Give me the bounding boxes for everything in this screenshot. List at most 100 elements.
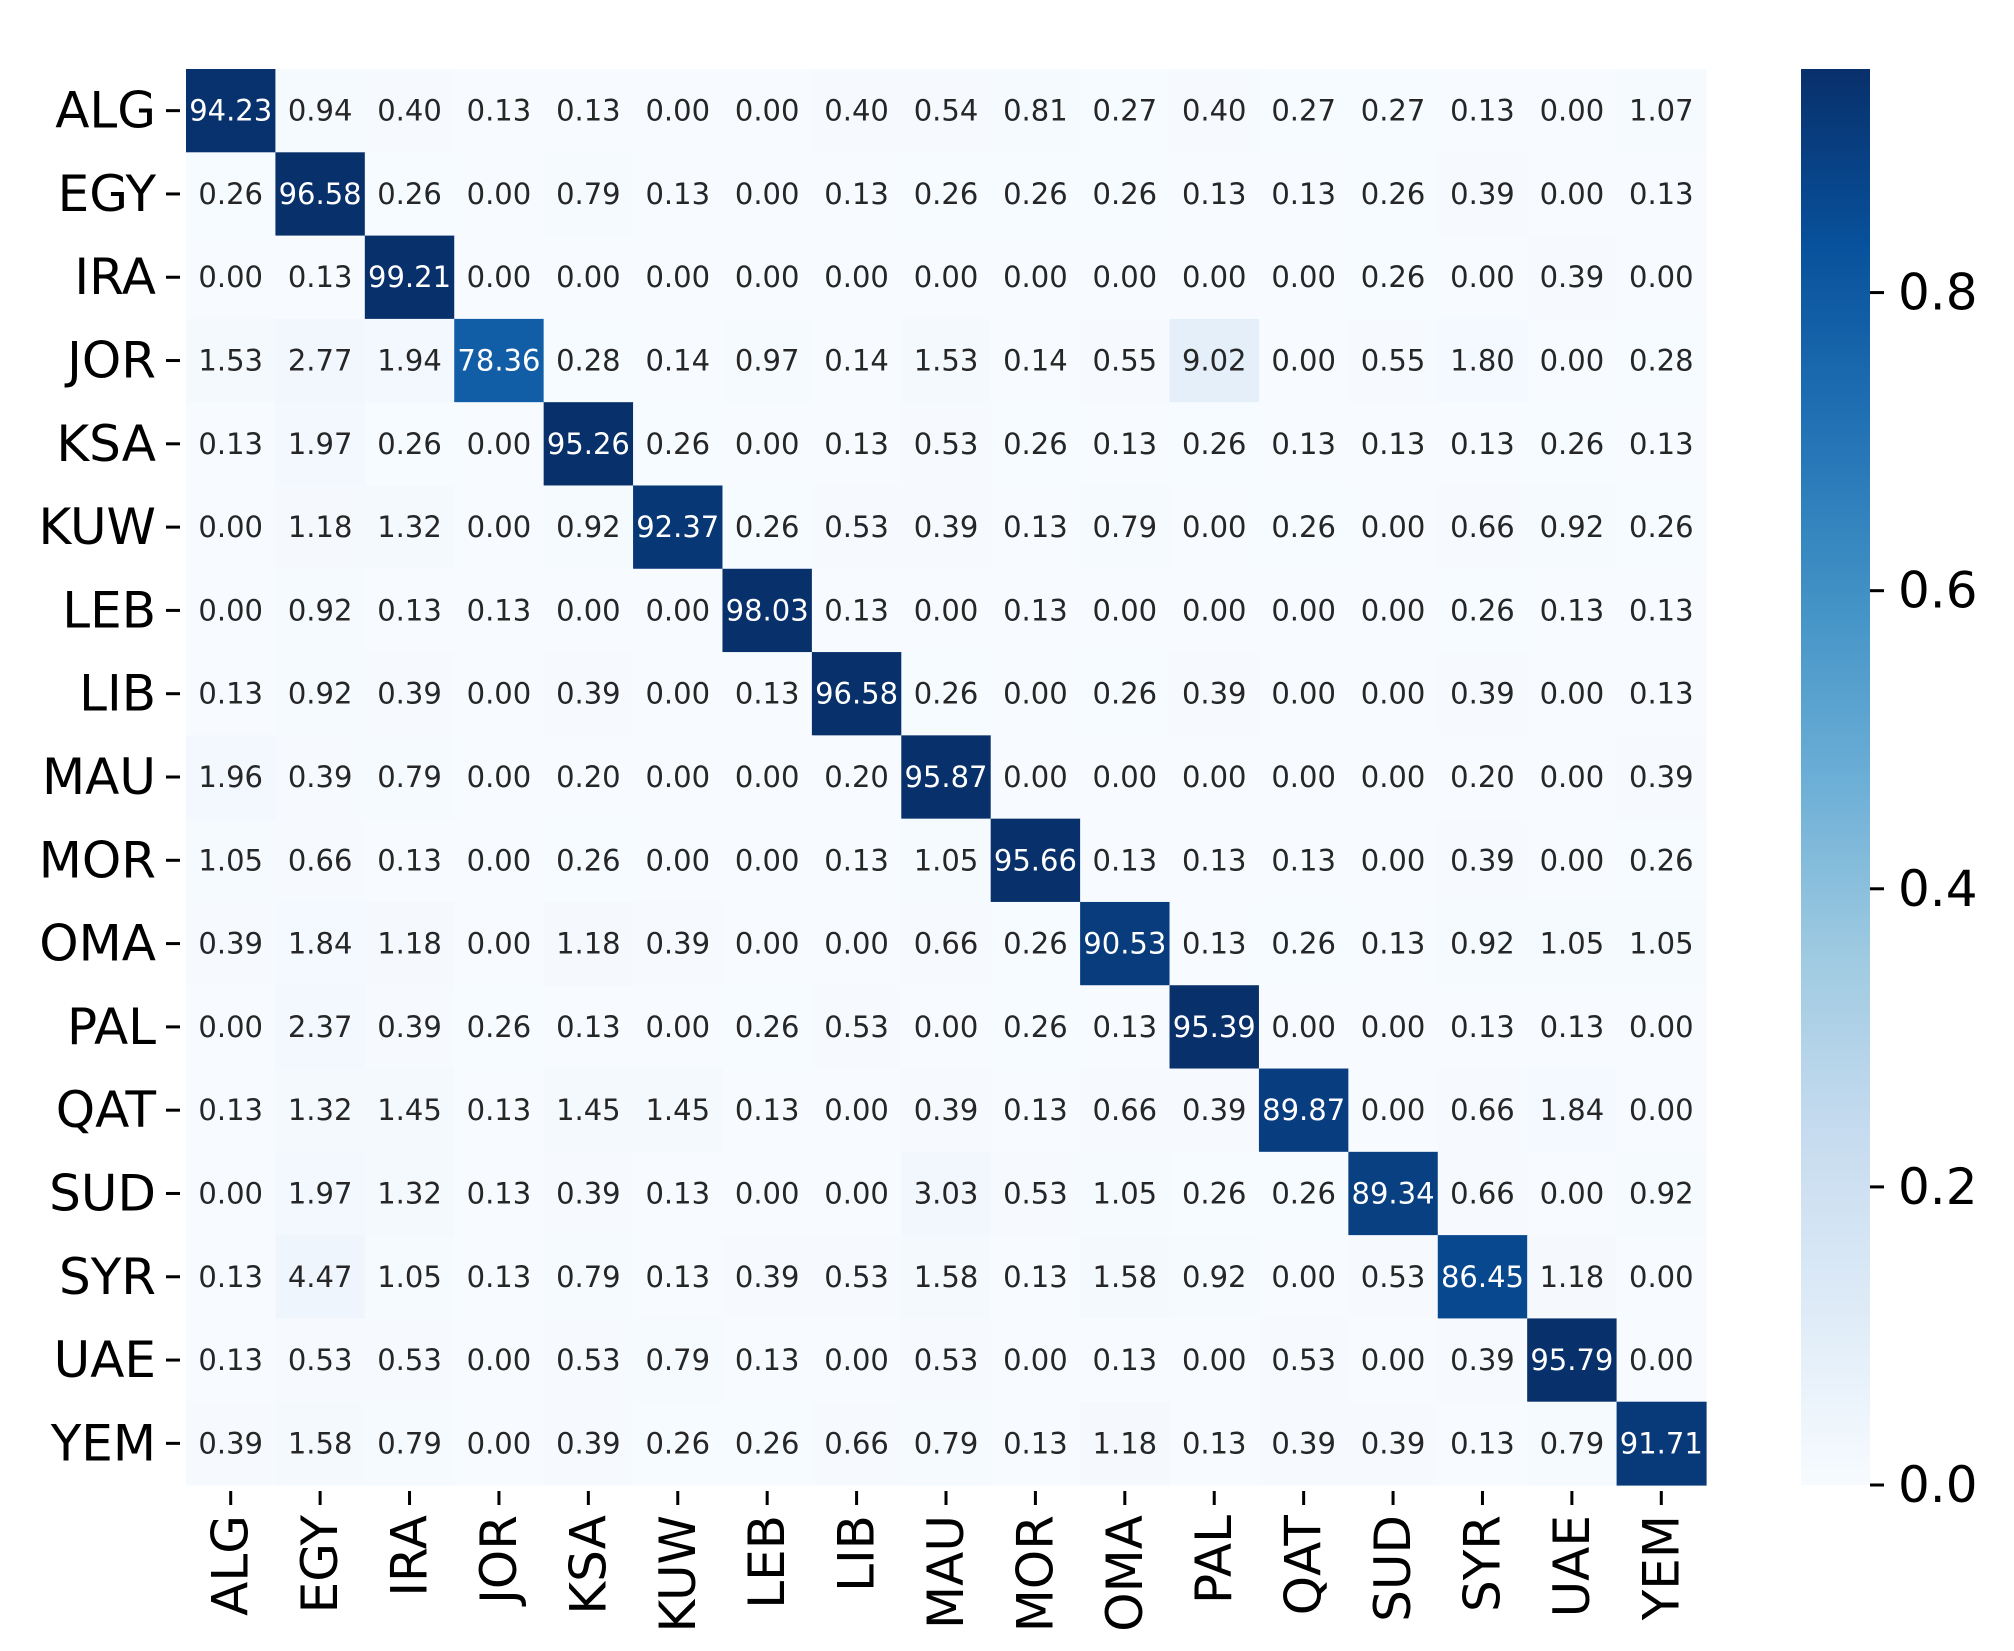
colorbar-tick-label: 0.0	[1898, 1456, 1978, 1514]
heatmap-cell	[275, 568, 366, 653]
cell-value-label: 0.00	[467, 260, 532, 294]
cell-value-label: 0.53	[914, 427, 979, 461]
heatmap-cell	[901, 1235, 992, 1320]
cell-value-label: 0.39	[198, 927, 263, 961]
heatmap-cell	[1348, 1151, 1439, 1236]
cell-value-label: 1.58	[288, 1426, 353, 1460]
cell-value-label: 0.66	[1450, 510, 1515, 544]
heatmap-cell	[633, 69, 724, 153]
heatmap-cell	[1527, 318, 1618, 403]
cell-value-label: 0.66	[914, 927, 979, 961]
cell-value-label: 0.13	[1629, 177, 1694, 211]
heatmap-cell	[811, 1235, 902, 1320]
cell-value-label: 0.26	[1093, 177, 1158, 211]
cell-value-label: 0.00	[735, 177, 800, 211]
cell-value-label: 0.79	[645, 1343, 710, 1377]
cell-value-label: 0.00	[1361, 1343, 1426, 1377]
cell-value-label: 0.79	[377, 760, 442, 794]
cell-value-label: 0.26	[1361, 177, 1426, 211]
column-tick-label: QAT	[1275, 1515, 1333, 1616]
cell-value-label: 0.26	[377, 177, 442, 211]
column-tick-label: ALG	[202, 1515, 260, 1616]
heatmap-cell	[1348, 152, 1439, 237]
cell-value-label: 1.84	[1540, 1093, 1605, 1127]
heatmap-cell	[633, 152, 724, 237]
heatmap-cell	[543, 485, 634, 570]
heatmap-cell	[990, 1401, 1081, 1486]
cell-value-label: 0.13	[198, 1343, 263, 1377]
heatmap-cell	[722, 1318, 813, 1403]
cell-value-label: 0.13	[645, 177, 710, 211]
cell-value-label: 1.58	[914, 1260, 979, 1294]
heatmap-cell	[1527, 818, 1618, 903]
heatmap-cell	[275, 318, 366, 403]
heatmap-cell	[722, 318, 813, 403]
cell-value-label: 0.13	[556, 1010, 621, 1044]
cell-value-label: 0.00	[645, 843, 710, 877]
row-tick-label: LEB	[62, 581, 156, 639]
heatmap-cell	[1527, 402, 1618, 487]
heatmap-cell	[1080, 1151, 1171, 1236]
heatmap-cell	[543, 318, 634, 403]
heatmap-cell	[454, 985, 545, 1070]
heatmap-cell	[1616, 985, 1707, 1070]
row-tick-label: KSA	[56, 415, 156, 473]
heatmap-cell	[1348, 1318, 1439, 1403]
heatmap-cell	[633, 1401, 724, 1486]
cell-value-label: 0.00	[1361, 510, 1426, 544]
heatmap-cell	[1169, 568, 1260, 653]
heatmap-cell	[543, 1235, 634, 1320]
cell-value-label: 0.13	[1093, 1010, 1158, 1044]
cell-value-label: 0.00	[1182, 593, 1247, 627]
cell-value-label: 0.53	[377, 1343, 442, 1377]
cell-value-label: 0.26	[1271, 1176, 1336, 1210]
cell-value-label: 0.92	[1540, 510, 1605, 544]
cell-value-label: 0.40	[1182, 94, 1247, 128]
heatmap-cell	[364, 1401, 455, 1486]
heatmap-cell	[1348, 69, 1439, 153]
heatmap-cell	[633, 818, 724, 903]
heatmap-cell	[990, 818, 1081, 903]
heatmap-cell	[901, 901, 992, 986]
column-tick-label: JOR	[470, 1515, 528, 1607]
heatmap-cell	[364, 1151, 455, 1236]
heatmap-cell	[1527, 652, 1618, 736]
cell-value-label: 0.00	[735, 1176, 800, 1210]
cell-value-label: 0.13	[467, 1176, 532, 1210]
heatmap-cell	[1348, 901, 1439, 986]
heatmap-cell	[901, 735, 992, 820]
heatmap-cell	[275, 652, 366, 736]
cell-value-label: 0.00	[1271, 760, 1336, 794]
heatmap-cell	[186, 235, 277, 320]
cell-value-label: 0.79	[556, 1260, 621, 1294]
cell-value-label: 1.32	[377, 1176, 442, 1210]
heatmap-cell	[364, 485, 455, 570]
cell-value-label: 0.26	[1361, 260, 1426, 294]
heatmap-cell	[722, 985, 813, 1070]
cell-value-label: 0.00	[1361, 843, 1426, 877]
cell-value-label: 0.13	[1182, 843, 1247, 877]
heatmap-cell	[1527, 568, 1618, 653]
heatmap-cell	[1437, 652, 1528, 736]
cell-value-label: 0.13	[824, 427, 889, 461]
colorbar-tick-label: 0.4	[1898, 860, 1978, 918]
heatmap-cell	[990, 652, 1081, 736]
cell-value-label: 0.13	[1450, 1010, 1515, 1044]
heatmap-cell	[901, 1318, 992, 1403]
cell-value-label: 0.13	[1271, 427, 1336, 461]
heatmap-cell	[811, 402, 902, 487]
cell-value-label: 0.00	[467, 177, 532, 211]
cell-value-label: 0.39	[1450, 843, 1515, 877]
column-tick-label: YEM	[1632, 1515, 1690, 1621]
cell-value-label: 0.26	[1003, 177, 1068, 211]
heatmap-cell	[1169, 901, 1260, 986]
heatmap-cell	[990, 485, 1081, 570]
cell-value-label: 0.53	[1003, 1176, 1068, 1210]
cell-value-label: 0.39	[914, 1093, 979, 1127]
heatmap-cell	[1080, 69, 1171, 153]
heatmap-cell	[543, 152, 634, 237]
cell-value-label: 1.97	[288, 427, 353, 461]
heatmap-cell	[1616, 1401, 1707, 1486]
heatmap-cell	[1258, 1401, 1349, 1486]
heatmap-cell	[1437, 901, 1528, 986]
